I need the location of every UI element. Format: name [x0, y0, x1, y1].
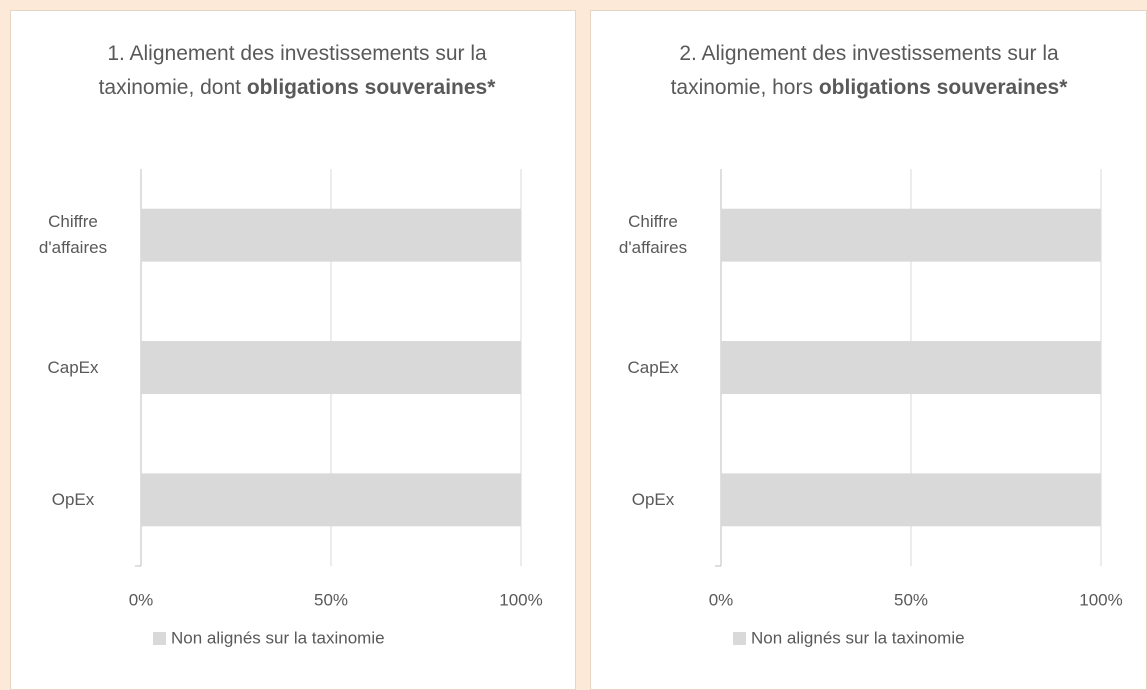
page: 0% 50% 100% Non alignés sur la taxinomie 1. …: [10, 10, 1147, 690]
x-tick-label: 0%: [709, 590, 734, 609]
x-tick-label: 0%: [129, 590, 154, 609]
y-tick-label: CapEx: [47, 357, 99, 377]
y-tick-label: OpEx: [51, 489, 95, 509]
legend-label: Non alignés sur la taxinomie: [171, 628, 385, 647]
chart: 0% 50% 100% Non alignés sur la taxinomie: [129, 169, 543, 647]
y-tick-label: Chiffre d'affaires: [618, 212, 688, 258]
bar: [141, 208, 521, 262]
y-tick-label: CapEx: [627, 357, 679, 377]
legend-label: Non alignés sur la taxinomie: [751, 628, 965, 647]
chart-panel: 0% 50% 100% Non alignés sur la taxinomie 1. …: [10, 10, 576, 690]
x-tick-label: 50%: [894, 590, 928, 609]
legend-swatch: [153, 632, 166, 645]
title-text: 1. Alignement des investissements sur la…: [98, 42, 487, 99]
chart-title: 2. Alignement des investissements sur la…: [654, 37, 1084, 105]
title-bold: obligations souveraines*: [818, 76, 1068, 99]
bar: [721, 341, 1101, 394]
bar: [141, 473, 521, 527]
x-tick-label: 50%: [314, 590, 348, 609]
bar: [721, 208, 1101, 262]
title-bold: obligations souveraines*: [246, 76, 496, 99]
x-tick-label: 100%: [1079, 590, 1122, 609]
chart: 0% 50% 100% Non alignés sur la taxinomie: [709, 169, 1123, 647]
x-tick-label: 100%: [499, 590, 542, 609]
bar: [141, 341, 521, 394]
title-text: 2. Alignement des investissements sur la…: [670, 42, 1059, 99]
bar: [721, 473, 1101, 527]
y-tick-label: OpEx: [631, 489, 675, 509]
y-tick-label: Chiffre d'affaires: [38, 212, 108, 258]
legend-swatch: [733, 632, 746, 645]
chart-title: 1. Alignement des investissements sur la…: [82, 37, 512, 105]
chart-panel: 0% 50% 100% Non alignés sur la taxinomie 2. …: [590, 10, 1147, 690]
